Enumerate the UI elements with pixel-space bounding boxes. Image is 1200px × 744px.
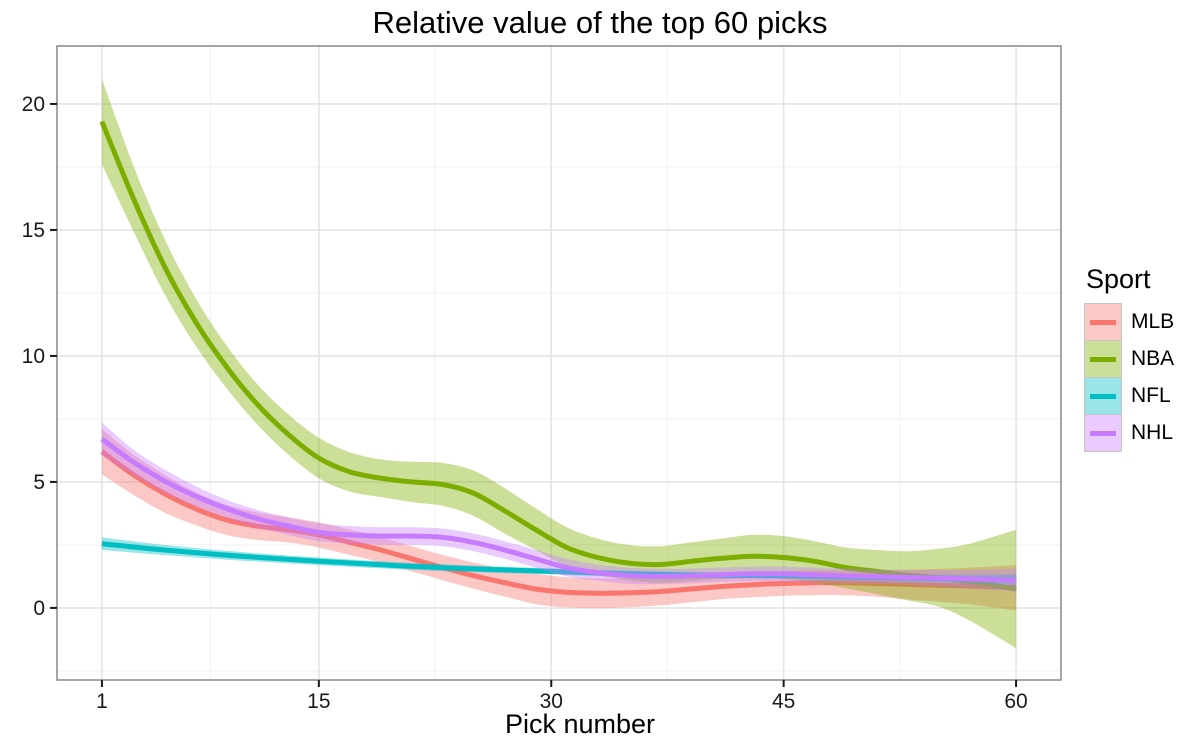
legend-key-line-nhl <box>1090 430 1116 436</box>
x-tick-label: 45 <box>772 690 795 713</box>
x-tick-label: 30 <box>540 690 563 713</box>
nba-confidence-ribbon <box>101 78 1017 649</box>
x-tick-labels: 1 15 30 45 60 <box>96 690 1028 713</box>
y-tick-labels: 0 5 10 15 20 <box>22 93 45 620</box>
legend-item-nhl: NHL <box>1084 414 1174 452</box>
chart-title: Relative value of the top 60 picks <box>372 5 828 40</box>
axis-ticks <box>50 102 1018 687</box>
nhl-confidence-ribbon <box>101 422 1017 592</box>
y-tick-label: 15 <box>22 219 45 242</box>
y-tick-label: 20 <box>22 93 45 116</box>
mlb-smooth-line <box>100 449 1017 596</box>
major-gridlines <box>57 46 1061 680</box>
series-layer <box>99 78 1017 649</box>
x-tick-label: 15 <box>307 690 330 713</box>
x-tick-label: 1 <box>96 690 108 713</box>
legend-key-mlb <box>1084 303 1122 341</box>
legend-title: Sport <box>1086 264 1151 294</box>
legend-label-nfl: NFL <box>1131 384 1171 407</box>
legend-label-nba: NBA <box>1131 347 1175 370</box>
y-tick-label: 0 <box>33 597 45 620</box>
nhl-smooth-line <box>100 437 1017 583</box>
legend-key-nba <box>1084 340 1122 378</box>
legend-item-mlb: MLB <box>1084 303 1174 341</box>
legend-item-nfl: NFL <box>1084 377 1174 415</box>
legend-key-line-nfl <box>1090 393 1116 399</box>
nba-smooth-line <box>99 120 1017 592</box>
y-tick-label: 10 <box>22 345 45 368</box>
x-axis-title: Pick number <box>504 709 656 739</box>
legend-label-mlb: MLB <box>1131 310 1175 333</box>
legend-item-nba: NBA <box>1084 340 1174 378</box>
panel-border <box>56 45 1062 681</box>
legend-key-line-nba <box>1090 356 1116 362</box>
y-tick-label: 5 <box>33 471 45 494</box>
legend-items: MLB NBA NFL NHL <box>1084 303 1174 452</box>
legend-label-nhl: NHL <box>1131 421 1174 444</box>
legend: Sport MLB NBA NFL NHL <box>1084 264 1174 452</box>
legend-key-nfl <box>1084 377 1122 415</box>
x-tick-label: 60 <box>1004 690 1027 713</box>
mlb-confidence-ribbon <box>101 429 1017 611</box>
legend-key-nhl <box>1084 414 1122 452</box>
legend-key-line-mlb <box>1090 319 1116 325</box>
